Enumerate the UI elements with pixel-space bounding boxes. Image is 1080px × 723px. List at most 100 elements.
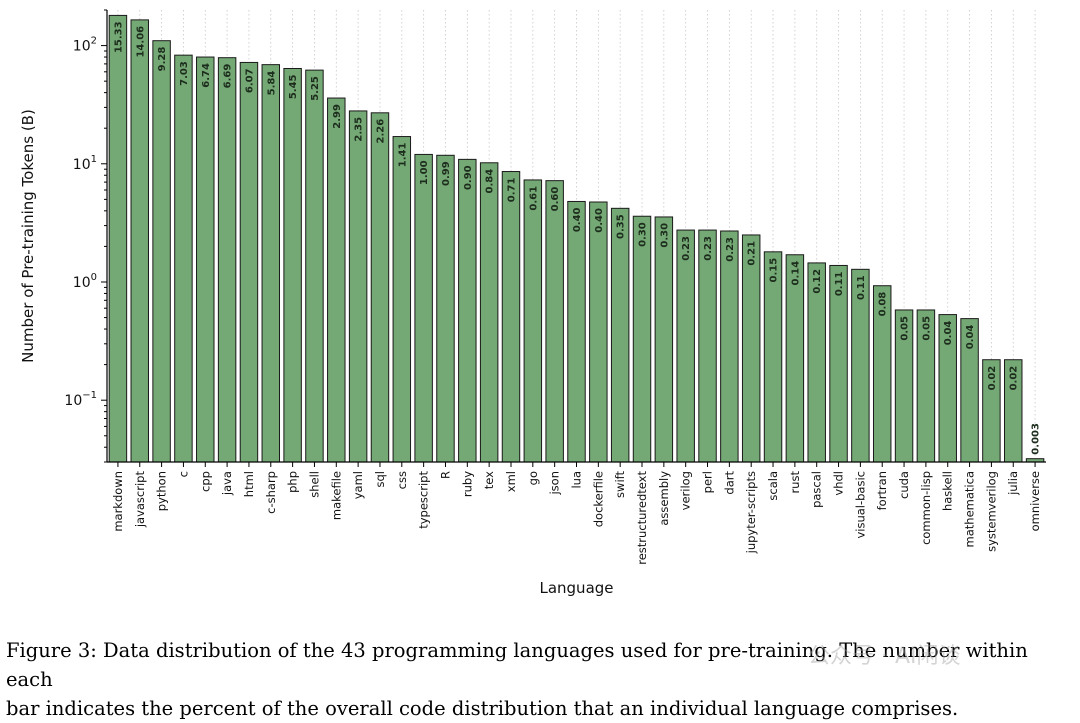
x-tick-label: perl <box>701 471 715 493</box>
value-label: 5.45 <box>288 74 299 99</box>
value-label: 0.21 <box>747 241 758 266</box>
bar-restructuredtext <box>632 215 652 463</box>
x-tick-label: shell <box>307 471 321 498</box>
bar-verilog <box>676 229 695 463</box>
x-tick-label: cuda <box>897 471 911 499</box>
bar-sql <box>370 112 390 463</box>
value-label: 0.11 <box>856 275 867 300</box>
value-label: 0.05 <box>921 316 932 341</box>
x-tick-label: dockerfile <box>591 471 605 527</box>
x-tick-label: fortran <box>875 471 889 510</box>
bar-xml <box>501 171 521 463</box>
x-tick-label: haskell <box>941 471 955 511</box>
value-label: 0.23 <box>681 236 692 261</box>
bar-chart: 10−1 100 101 102 markdown javascript python c cp… <box>19 9 1046 597</box>
value-label: 0.90 <box>463 165 474 190</box>
value-label: 0.23 <box>725 237 736 262</box>
bar-php <box>283 67 302 463</box>
caption-line-1: Figure 3: Data distribution of the 43 pr… <box>6 639 1028 691</box>
value-label: 0.30 <box>638 222 649 247</box>
value-label: 0.84 <box>485 169 496 194</box>
bar-assembly <box>654 216 674 463</box>
bar-c <box>174 54 193 463</box>
x-tick-label: vhdl <box>832 471 846 496</box>
bar-swift <box>610 207 630 463</box>
value-label: 0.40 <box>594 208 605 233</box>
value-label: 5.25 <box>310 76 321 101</box>
value-label: 0.23 <box>703 236 714 261</box>
x-tick-label: python <box>155 471 169 511</box>
x-tick-label: ruby <box>460 471 474 497</box>
value-label: 6.07 <box>244 68 255 93</box>
bar-markdown <box>108 14 128 463</box>
x-tick-label: html <box>242 471 256 497</box>
x-tick-label: pascal <box>810 471 824 508</box>
x-tick-label: tex <box>482 471 496 489</box>
value-label: 0.11 <box>834 271 845 296</box>
x-tick-label: R <box>438 471 452 479</box>
bar-css <box>392 136 412 463</box>
labels: 10−1 100 101 102 markdown javascript python c cp… <box>64 21 1042 564</box>
y-tick-label: 10−1 <box>64 390 97 409</box>
y-tick-label: 101 <box>73 154 97 173</box>
x-tick-label: go <box>526 471 540 485</box>
value-label: 6.69 <box>223 64 234 89</box>
x-tick-label: swift <box>613 471 627 498</box>
bar-cpp <box>196 56 215 463</box>
figure-caption: Figure 3: Data distribution of the 43 pr… <box>6 636 1078 723</box>
bar-json <box>545 180 564 463</box>
bar-c-sharp <box>261 64 281 463</box>
bar-makefile <box>327 97 346 463</box>
bar-shell <box>305 69 324 463</box>
x-tick-label: omniverse <box>1028 471 1042 531</box>
bar-go <box>523 179 543 463</box>
value-label: 0.14 <box>790 261 801 286</box>
bar-lua <box>567 200 586 463</box>
bar-typescript <box>414 153 433 463</box>
x-tick-label: makefile <box>329 471 343 520</box>
bar-dart <box>720 230 739 463</box>
x-tick-label: sql <box>373 471 387 488</box>
bar-javascript <box>130 19 149 463</box>
x-tick-label: java <box>220 471 234 496</box>
x-tick-label: common-lisp <box>919 471 933 545</box>
x-tick-label: c-sharp <box>264 471 278 514</box>
value-label: 15.33 <box>113 21 124 53</box>
x-tick-label: php <box>286 471 300 493</box>
x-tick-label: visual-basic <box>853 471 867 539</box>
value-label: 0.04 <box>943 321 954 346</box>
value-label: 5.84 <box>266 71 277 96</box>
x-tick-label: restructuredtext <box>635 471 649 565</box>
value-label: 6.74 <box>201 63 212 88</box>
x-tick-label: markdown <box>111 471 125 532</box>
value-label: 0.15 <box>769 258 780 283</box>
x-tick-label: typescript <box>417 471 431 529</box>
y-tick-label: 102 <box>73 36 97 55</box>
x-tick-label: c <box>176 471 190 477</box>
value-label: 9.28 <box>157 47 168 72</box>
x-tick-label: rust <box>788 471 802 494</box>
x-tick-label: lua <box>570 471 584 489</box>
bar-yaml <box>348 110 368 463</box>
value-label: 0.08 <box>878 292 889 317</box>
value-label: 0.99 <box>441 161 452 186</box>
value-label: 0.04 <box>965 325 976 350</box>
value-label: 0.40 <box>572 207 583 232</box>
value-label: 1.00 <box>419 160 430 185</box>
value-label: 0.12 <box>812 269 823 294</box>
x-tick-label: scala <box>766 471 780 501</box>
x-tick-label: cpp <box>198 471 212 492</box>
bar-html <box>239 61 259 463</box>
x-tick-label: json <box>548 471 562 496</box>
value-label: 0.35 <box>616 214 627 239</box>
x-tick-label: xml <box>504 471 518 492</box>
x-tick-label: css <box>395 471 409 489</box>
bar-java <box>217 57 237 463</box>
bar-python <box>152 40 171 463</box>
value-label: 0.71 <box>506 178 517 203</box>
y-tick-label: 100 <box>73 272 97 291</box>
x-tick-label: assembly <box>657 471 671 526</box>
value-label: 1.41 <box>397 143 408 168</box>
value-label: 0.02 <box>987 366 998 391</box>
x-tick-label: javascript <box>133 471 147 529</box>
